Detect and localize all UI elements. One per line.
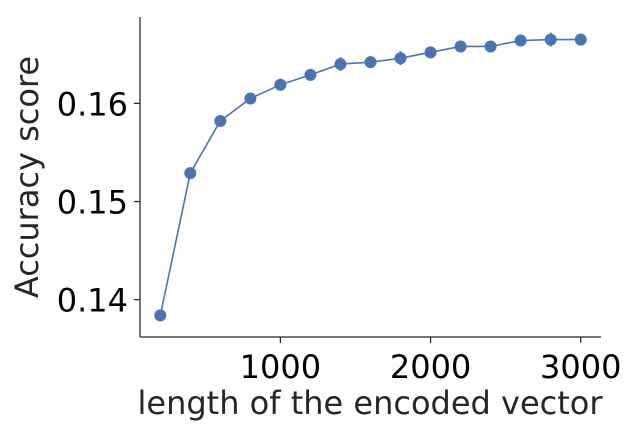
data-point	[514, 34, 527, 47]
y-tick-label: 0.14	[57, 282, 128, 320]
data-point	[544, 33, 557, 46]
data-point	[154, 309, 167, 322]
series-layer	[154, 32, 587, 322]
data-point	[394, 52, 407, 65]
data-point	[334, 58, 347, 71]
x-axis-label: length of the encoded vector	[138, 384, 604, 422]
data-point	[364, 56, 377, 69]
x-tick-label: 3000	[540, 348, 621, 386]
data-point	[454, 40, 467, 53]
data-point	[304, 68, 317, 81]
data-point	[574, 33, 587, 46]
x-tick-label: 2000	[390, 348, 471, 386]
y-axis-label: Accuracy score	[8, 56, 46, 298]
y-tick-label: 0.16	[57, 85, 128, 123]
y-ticks: 0.14 0.15 0.16	[57, 85, 140, 320]
data-point	[484, 40, 497, 53]
x-ticks: 1000 2000 3000	[240, 337, 621, 386]
data-point	[424, 46, 437, 59]
x-tick-label: 1000	[240, 348, 321, 386]
series-line	[159, 38, 581, 316]
plot-area: 1000 2000 3000 0.14 0.15 0.16	[57, 17, 621, 386]
data-point	[214, 115, 227, 128]
data-point	[244, 92, 257, 105]
data-point	[184, 167, 197, 180]
data-point	[274, 78, 287, 91]
y-tick-label: 0.15	[57, 184, 128, 222]
